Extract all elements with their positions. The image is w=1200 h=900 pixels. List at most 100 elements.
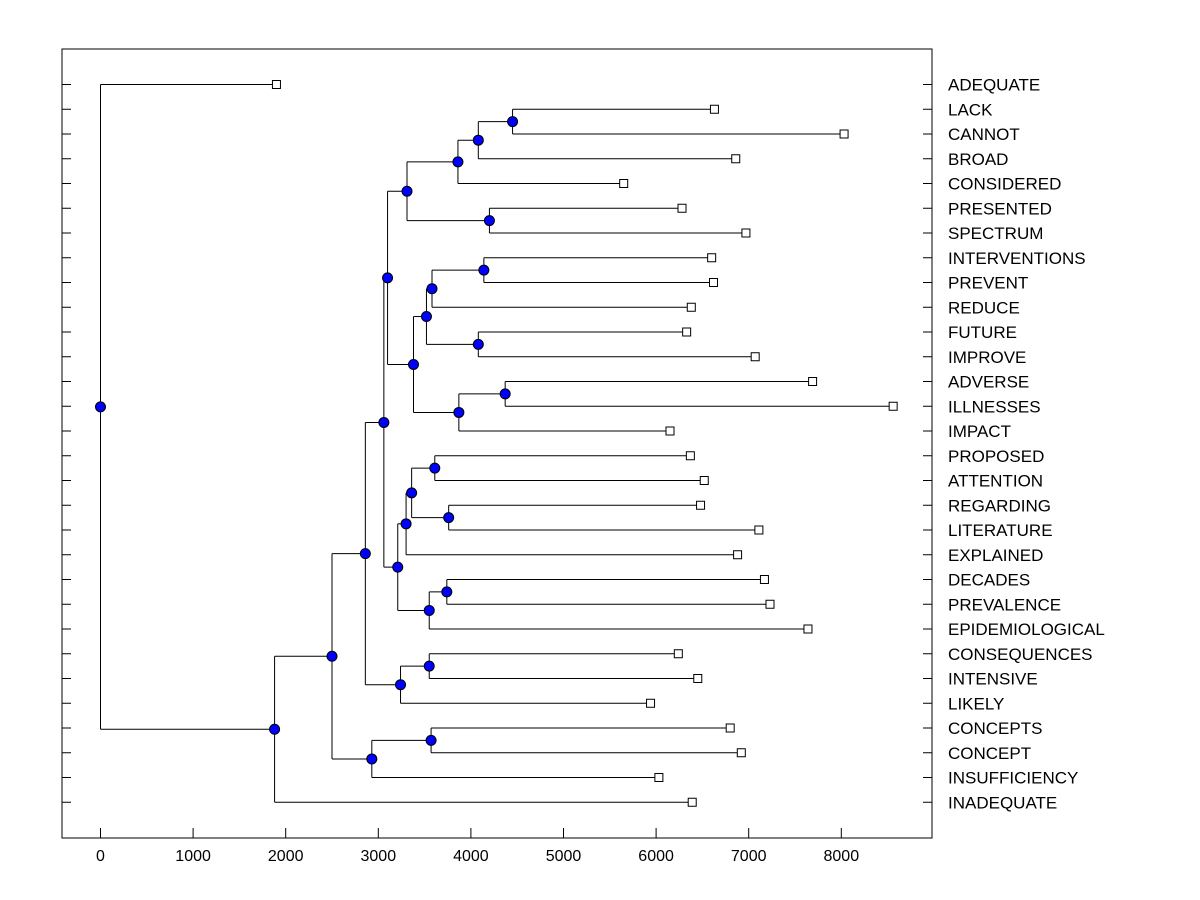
leaf-marker-adverse [808,377,818,386]
merge-node-n24 [359,548,371,560]
leaf-label-future: FUTURE [948,323,1017,342]
leaf-marker-prevalence [765,599,775,609]
leaf-markers [271,80,898,807]
x-tick-label-5000: 5000 [546,848,582,865]
leaf-label-adequate: ADEQUATE [948,76,1040,95]
leaf-marker-spectrum [741,228,751,238]
leaf-label-interventions: INTERVENTIONS [948,249,1086,268]
merge-node-n15 [443,512,455,524]
leaf-label-insufficiency: INSUFFICIENCY [948,769,1078,788]
merge-node-n21 [378,416,390,428]
merge-node-n10 [499,388,511,400]
merge-node-n9 [420,311,432,323]
leaf-label-attention: ATTENTION [948,472,1043,491]
leaf-marker-adequate [271,80,281,89]
x-tick-label-3000: 3000 [361,848,397,865]
leaf-marker-improve [750,352,760,362]
dendrogram-links [100,84,894,803]
merge-node-n22 [423,660,435,672]
merge-node-n5 [401,185,413,197]
row-ticks [62,84,932,803]
leaf-marker-interventions [707,253,717,263]
leaf-label-consequences: CONSEQUENCES [948,645,1093,664]
merge-node-n17 [400,518,412,530]
merge-node-n26 [366,753,378,765]
merge-node-n3 [452,156,464,168]
leaf-marker-proposed [685,451,695,461]
leaf-label-considered: CONSIDERED [948,175,1061,194]
leaf-label-intensive: INTENSIVE [948,670,1038,689]
leaf-label-literature: LITERATURE [948,521,1053,540]
x-tick-label-4000: 4000 [453,848,489,865]
leaf-label-regarding: REGARDING [948,496,1051,515]
leaf-label-proposed: PROPOSED [948,447,1044,466]
merge-node-n16 [406,487,418,499]
merge-nodes [95,116,519,765]
merge-node-n4 [483,215,495,227]
leaf-marker-considered [619,179,629,188]
merge-node-n14 [429,462,441,474]
x-tick-label-8000: 8000 [824,848,860,865]
leaf-marker-lack [709,104,719,114]
leaf-label-lack: LACK [948,100,993,119]
merge-node-n12 [407,358,419,370]
x-tick-label-0: 0 [96,848,105,865]
leaf-marker-explained [733,550,743,560]
leaf-label-reduce: REDUCE [948,298,1020,317]
x-tick-label-2000: 2000 [268,848,304,865]
leaf-marker-literature [754,525,764,535]
merge-node-root [95,401,106,413]
leaf-marker-concept [736,748,746,758]
leaf-label-prevent: PREVENT [948,274,1028,293]
x-axis: 0 1000 2000 3000 4000 5000 6000 7000 8000 [96,828,859,865]
leaf-marker-epidemiological [803,624,813,634]
leaf-marker-attention [699,476,709,485]
leaf-label-concept: CONCEPT [948,744,1031,763]
leaf-label-cannot: CANNOT [948,125,1020,144]
leaf-label-decades: DECADES [948,571,1030,590]
merge-node-n23 [395,679,407,691]
leaf-labels: ADEQUATE LACK CANNOT BROAD CONSIDERED PRESENT… [948,76,1105,813]
leaf-label-likely: LIKELY [948,694,1004,713]
leaf-marker-intensive [693,674,703,683]
plot-frame [61,48,933,839]
merge-node-n7 [426,283,438,295]
merge-node-n25 [425,734,437,746]
leaf-label-explained: EXPLAINED [948,546,1043,565]
leaf-label-inadequate: INADEQUATE [948,793,1057,812]
leaf-marker-reduce [686,302,696,312]
merge-node-n8 [472,338,484,350]
merge-node-n2 [472,134,484,146]
leaf-label-spectrum: SPECTRUM [948,224,1043,243]
leaf-marker-impact [665,426,675,436]
leaf-marker-prevent [709,278,719,287]
leaf-marker-concepts [725,723,735,733]
leaf-label-concepts: CONCEPTS [948,719,1042,738]
leaf-label-broad: BROAD [948,150,1008,169]
leaf-label-epidemiological: EPIDEMIOLOGICAL [948,620,1105,639]
x-tick-label-6000: 6000 [638,848,674,865]
merge-node-n28 [269,723,281,735]
merge-node-n6 [478,264,490,276]
leaf-marker-illnesses [888,401,898,411]
leaf-marker-broad [731,154,741,164]
merge-node-n11 [453,406,465,418]
leaf-marker-presented [677,203,687,213]
merge-node-n20 [392,561,404,573]
leaf-marker-future [682,327,692,337]
leaf-marker-insufficiency [654,773,664,782]
leaf-label-illnesses: ILLNESSES [948,397,1041,416]
merge-node-n13 [382,272,394,284]
leaf-marker-likely [646,698,656,708]
leaf-label-prevalence: PREVALENCE [948,595,1061,614]
leaf-marker-regarding [696,500,706,510]
merge-node-n19 [423,604,435,616]
leaf-label-impact: IMPACT [948,422,1011,441]
leaf-marker-consequences [673,649,683,659]
leaf-marker-inadequate [687,797,697,807]
x-tick-label-1000: 1000 [175,848,211,865]
leaf-label-adverse: ADVERSE [948,373,1029,392]
leaf-label-improve: IMPROVE [948,348,1026,367]
merge-node-n27 [326,650,338,662]
